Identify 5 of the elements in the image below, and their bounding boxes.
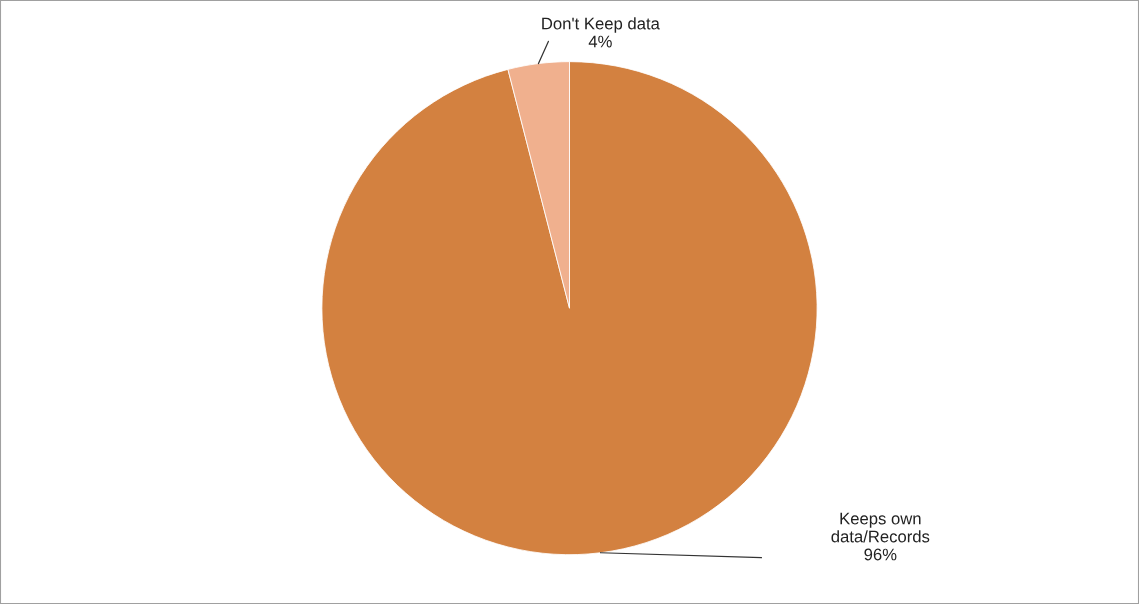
- data-label: 96%: [864, 548, 897, 561]
- data-label: 4%: [588, 35, 612, 48]
- pie-slice: [321, 61, 818, 556]
- slice-label: Keeps own data/Records: [831, 512, 930, 543]
- slice-label: Don't Keep data: [542, 17, 660, 33]
